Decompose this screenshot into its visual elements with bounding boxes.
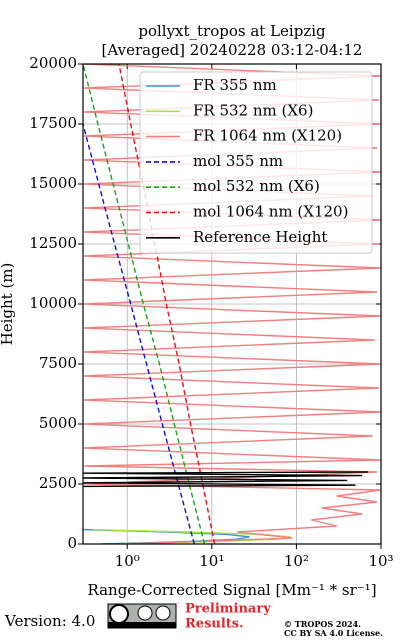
plot-frame [82, 63, 382, 545]
y-tick-label: 2500 [39, 474, 77, 492]
legend-box [139, 71, 373, 254]
x-tick-label: 10² [284, 552, 309, 570]
copyright: CC BY SA 4.0 License. [284, 628, 383, 638]
line [83, 64, 206, 544]
legend-label: FR 532 nm (X6) [193, 101, 313, 119]
x-tick-label: 10³ [368, 552, 393, 570]
y-tick-label: 20000 [29, 54, 77, 72]
y-tick-label: 0 [67, 534, 77, 552]
preliminary: Preliminary [185, 602, 271, 617]
y-tick-label: 7500 [39, 354, 77, 372]
legend-label: mol 355 nm [193, 152, 283, 170]
legend-label: Reference Height [193, 228, 327, 246]
version: Version: 4.0 [4, 612, 95, 630]
legend-label: mol 532 nm (X6) [193, 177, 320, 195]
legend-label: FR 355 nm [193, 76, 277, 94]
x-tick-label: 10¹ [199, 552, 224, 570]
line [83, 471, 368, 488]
copyright: © TROPOS 2024. [284, 619, 361, 629]
line [83, 121, 195, 544]
y-tick-label: 5000 [39, 414, 77, 432]
line [118, 64, 216, 544]
x-axis-label: Range-Corrected Signal [Mm⁻¹ * sr⁻¹] [87, 581, 376, 599]
y-tick-label: 10000 [29, 294, 77, 312]
y-tick-label: 15000 [29, 174, 77, 192]
chart-title: pollyxt_tropos at Leipzig [138, 22, 326, 40]
y-axis-label: Height (m) [0, 263, 16, 346]
y-tick-label: 12500 [29, 234, 77, 252]
x-tick-label: 10⁰ [115, 552, 140, 570]
cc-badge [107, 603, 177, 629]
y-tick-label: 17500 [29, 114, 77, 132]
chart-subtitle: [Averaged] 20240228 03:12-04:12 [102, 41, 363, 59]
legend-label: FR 1064 nm (X120) [193, 127, 342, 145]
legend-label: mol 1064 nm (X120) [193, 203, 348, 221]
preliminary: Results. [185, 617, 244, 632]
